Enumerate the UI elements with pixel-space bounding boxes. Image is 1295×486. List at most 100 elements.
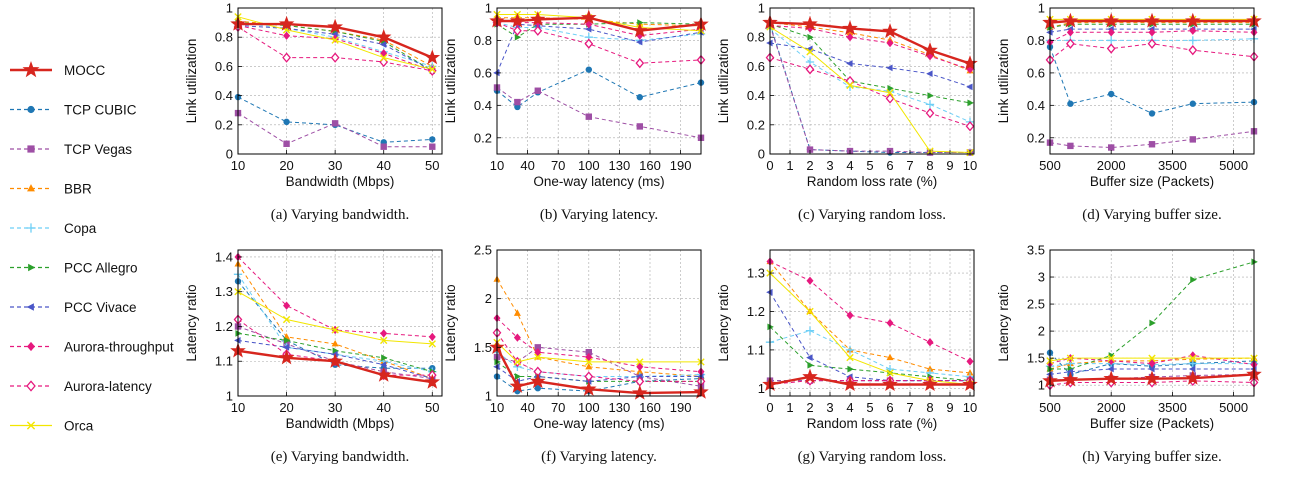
data-point-orca	[1066, 354, 1075, 362]
x-tick-label: 5000	[1219, 400, 1248, 415]
series-line-mocc	[769, 21, 971, 65]
data-point-aurora-throughput	[513, 333, 521, 342]
series-group	[1042, 12, 1262, 151]
series-aurora-latency	[765, 52, 975, 132]
y-tick-label: 1	[226, 389, 233, 404]
legend-entry-pcc-vivace: PCC Vivace	[10, 300, 137, 315]
data-point-mocc	[1144, 370, 1160, 386]
panel-caption: (d) Varying buffer size.	[1082, 207, 1222, 223]
data-point-mocc	[882, 23, 898, 38]
series-mocc	[762, 368, 978, 392]
x-tick-label: 1	[786, 158, 793, 173]
series-pcc-allegro	[1047, 258, 1258, 373]
x-tick-label: 500	[1039, 158, 1061, 173]
tick-labels: 10 20 30 40 50 1 1.1 1.2 1.3 1.4	[215, 249, 440, 415]
x-tick-label: 10	[490, 158, 504, 173]
plot-frame	[237, 7, 443, 155]
y-tick-label: 1.4	[215, 249, 233, 264]
data-point-orca	[428, 340, 436, 348]
x-tick-label: 5000	[1219, 158, 1248, 173]
data-point-tcp-vegas	[534, 344, 541, 351]
data-point-aurora-throughput	[806, 276, 814, 285]
data-point-mocc	[327, 353, 344, 368]
x-tick-label: 20	[279, 400, 293, 415]
data-point-aurora-latency	[925, 107, 935, 119]
data-point-tcp-vegas	[514, 98, 521, 106]
series-bbr	[493, 275, 705, 380]
data-point-aurora-throughput	[534, 348, 542, 357]
x-tick-label: 10	[231, 400, 245, 415]
x-tick-label: 10	[963, 158, 977, 173]
series-line-orca	[497, 14, 702, 32]
data-point-aurora-throughput	[1148, 28, 1156, 37]
tick-labels: 10 40 70 100 130 160 190 0.2 0.4 0.6 0.8 1	[474, 1, 692, 174]
y-axis-label: Link utilization	[443, 39, 458, 124]
series-group	[1042, 258, 1262, 391]
legend-label: PCC Allegro	[64, 261, 138, 276]
data-point-mocc	[278, 349, 295, 365]
data-point-pcc-allegro	[1149, 319, 1156, 327]
legend-marker-diamond-open-icon	[26, 380, 36, 392]
x-tick-label: 10	[963, 400, 977, 415]
y-tick-label: 0.2	[474, 130, 492, 145]
data-point-aurora-throughput	[1107, 356, 1115, 366]
y-tick-label: 0.2	[747, 117, 765, 132]
legend-entry-tcp-vegas: TCP Vegas	[10, 142, 132, 157]
series-group	[230, 252, 441, 389]
data-point-aurora-latency	[805, 64, 815, 75]
data-point-aurora-latency	[533, 25, 543, 36]
data-point-bbr	[886, 353, 894, 361]
x-tick-label: 9	[946, 400, 953, 415]
x-tick-label: 40	[520, 158, 534, 173]
series-pcc-allegro	[767, 20, 974, 107]
data-point-aurora-throughput	[886, 318, 894, 328]
y-axis-label: Latency ratio	[716, 284, 731, 361]
y-tick-label: 1	[758, 1, 765, 16]
series-line-pcc-vivace	[496, 23, 702, 74]
data-point-mocc	[581, 9, 597, 25]
series-tcp-cubic	[1046, 43, 1258, 117]
x-tick-label: 160	[639, 400, 661, 415]
series-group	[489, 275, 709, 400]
data-point-orca	[380, 53, 388, 62]
panel-caption: (b) Varying latency.	[539, 207, 659, 223]
data-point-pcc-vivace	[766, 39, 773, 47]
data-point-mocc	[375, 366, 392, 382]
data-point-pcc-vivace	[806, 354, 813, 361]
series-aurora-latency	[1045, 38, 1259, 66]
series-line-aurora-throughput	[769, 261, 971, 362]
data-point-tcp-cubic	[534, 385, 541, 392]
legend-entry-aurora-latency: Aurora-latency	[10, 379, 152, 394]
panel-caption: (h) Varying buffer size.	[1082, 449, 1222, 465]
series-line-aurora-throughput	[237, 256, 433, 338]
data-point-mocc	[424, 373, 441, 389]
data-point-pcc-allegro	[767, 323, 774, 331]
legend-entry-copa: Copa	[10, 221, 97, 236]
x-tick-label: 7	[906, 158, 913, 173]
data-point-orca	[886, 369, 894, 377]
x-tick-label: 5	[866, 158, 873, 173]
legend-label: Orca	[64, 419, 94, 434]
data-point-aurora-throughput	[283, 31, 291, 40]
data-point-pcc-vivace	[1188, 365, 1196, 373]
data-point-tcp-vegas	[1067, 142, 1074, 150]
data-point-pcc-vivace	[846, 60, 853, 67]
data-point-tcp-vegas	[1148, 141, 1156, 148]
legend-label: PCC Vivace	[64, 300, 137, 315]
data-point-mocc	[882, 376, 898, 392]
data-point-pcc-vivace	[766, 288, 773, 296]
legend-marker-x-icon	[26, 421, 36, 430]
legend-marker-circle-icon	[27, 105, 35, 114]
series-line-tcp-cubic	[496, 376, 702, 392]
data-point-aurora-throughput	[1107, 28, 1115, 37]
x-tick-label: 130	[609, 400, 631, 415]
data-point-tcp-cubic	[1067, 100, 1074, 107]
series-line-pcc-allegro	[769, 326, 971, 382]
data-point-copa	[925, 100, 935, 109]
chart-legend: MOCC TCP CUBIC TCP Vegas BBR Copa PCC Allegro…	[10, 61, 174, 434]
y-tick-label: 1.3	[215, 284, 233, 299]
y-tick-label: 0.2	[1027, 130, 1045, 145]
